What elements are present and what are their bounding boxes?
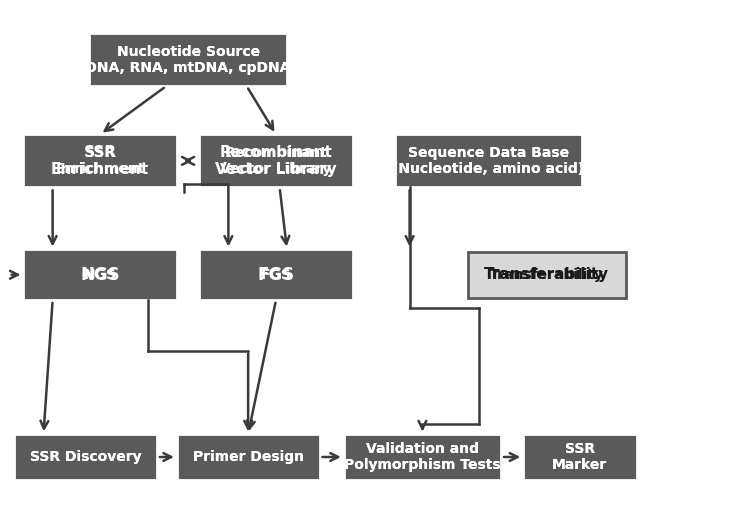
Text: Sequence Data Base
(Nucleotide, amino acid): Sequence Data Base (Nucleotide, amino ac… [392, 146, 584, 176]
FancyBboxPatch shape [340, 431, 505, 483]
FancyBboxPatch shape [85, 30, 290, 89]
Text: Sequence Data Base
(Nucleotide, amino acid): Sequence Data Base (Nucleotide, amino ac… [392, 146, 584, 176]
Text: SSR Discovery: SSR Discovery [30, 450, 141, 464]
Text: NGS: NGS [84, 268, 117, 282]
Text: SSR
Enrichment: SSR Enrichment [56, 146, 145, 176]
Text: FGS: FGS [257, 266, 295, 284]
FancyBboxPatch shape [196, 131, 356, 190]
FancyBboxPatch shape [465, 249, 629, 301]
FancyBboxPatch shape [20, 131, 181, 190]
FancyBboxPatch shape [10, 431, 161, 483]
Text: SSR
Marker: SSR Marker [552, 442, 607, 472]
Text: Validation and
Polymorphism Tests: Validation and Polymorphism Tests [344, 442, 501, 472]
FancyBboxPatch shape [24, 249, 177, 300]
FancyBboxPatch shape [523, 434, 637, 480]
Text: Transferability: Transferability [490, 268, 604, 282]
Text: Primer Design: Primer Design [193, 450, 304, 464]
Text: Recombinant
Vector Library: Recombinant Vector Library [215, 145, 337, 177]
Text: SSR
Marker: SSR Marker [552, 442, 607, 472]
FancyBboxPatch shape [14, 434, 157, 480]
FancyBboxPatch shape [24, 134, 177, 187]
Text: Primer Design: Primer Design [193, 450, 304, 464]
FancyBboxPatch shape [199, 249, 353, 300]
Text: Transferability: Transferability [484, 267, 609, 282]
FancyBboxPatch shape [395, 134, 581, 187]
FancyBboxPatch shape [520, 431, 640, 483]
Text: NGS: NGS [80, 266, 120, 284]
FancyBboxPatch shape [20, 246, 181, 303]
FancyBboxPatch shape [468, 252, 625, 298]
FancyBboxPatch shape [344, 434, 501, 480]
Text: Nucleotide Source
(DNA, RNA, mtDNA, cpDNA): Nucleotide Source (DNA, RNA, mtDNA, cpDN… [79, 44, 297, 75]
Text: SSR Discovery: SSR Discovery [30, 450, 141, 464]
Text: Recombinant
Vector Library: Recombinant Vector Library [220, 146, 331, 176]
FancyBboxPatch shape [89, 33, 287, 86]
FancyBboxPatch shape [199, 134, 353, 187]
Text: Validation and
Polymorphism Tests: Validation and Polymorphism Tests [344, 442, 501, 472]
Text: FGS: FGS [260, 268, 291, 282]
Text: Nucleotide Source
(DNA, RNA, mtDNA, cpDNA): Nucleotide Source (DNA, RNA, mtDNA, cpDN… [79, 44, 297, 75]
FancyBboxPatch shape [173, 431, 323, 483]
Text: SSR
Enrichment: SSR Enrichment [51, 145, 149, 177]
FancyBboxPatch shape [196, 246, 356, 303]
FancyBboxPatch shape [391, 131, 585, 190]
FancyBboxPatch shape [176, 434, 320, 480]
